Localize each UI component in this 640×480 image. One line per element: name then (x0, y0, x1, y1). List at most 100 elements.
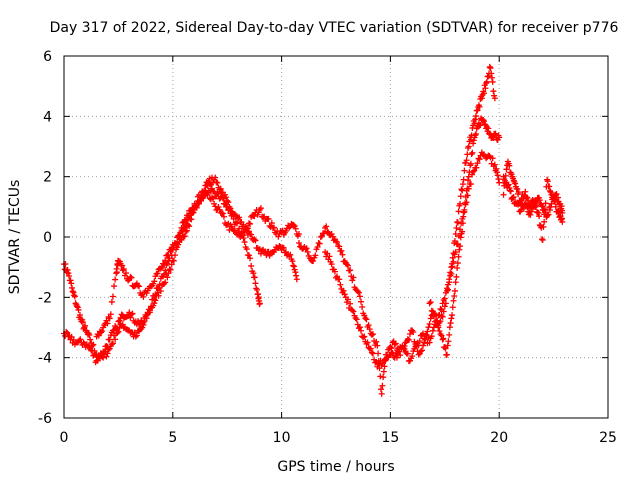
data-point-fill (146, 307, 153, 314)
data-point-fill (401, 346, 408, 353)
data-point-fill (228, 208, 235, 215)
data-point (461, 206, 468, 213)
data-point-fill (214, 179, 221, 186)
data-point-fill (524, 204, 531, 211)
data-point-fill (528, 208, 535, 215)
data-point-fill (472, 113, 479, 120)
data-point-fill (449, 263, 456, 270)
data-point-fill (270, 224, 277, 231)
data-point-fill (336, 276, 343, 283)
data-point-fill (326, 253, 333, 260)
x-tick-label: 15 (381, 430, 399, 446)
data-point-fill (118, 311, 125, 318)
data-point-fill (380, 374, 387, 381)
data-point-fill (128, 274, 135, 281)
data-point-fill (465, 177, 472, 184)
data-point (452, 279, 459, 286)
data-point-fill (368, 349, 375, 356)
data-point (217, 185, 224, 192)
data-point (165, 258, 172, 265)
data-point (448, 264, 455, 271)
data-point-fill (427, 315, 434, 322)
data-point-fill (236, 225, 243, 232)
data-point-fill (71, 293, 78, 300)
data-point-fill (107, 332, 114, 339)
data-point (367, 345, 374, 352)
data-point-fill (247, 255, 254, 262)
data-point (106, 336, 113, 343)
data-point-fill (387, 344, 394, 351)
data-point-fill (176, 232, 183, 239)
data-point-fill (365, 322, 372, 329)
data-point-fill (127, 314, 134, 321)
data-point-fill (304, 249, 311, 256)
data-point-fill (551, 197, 558, 204)
data-point (491, 161, 498, 168)
data-point-fill (107, 311, 114, 318)
data-point-fill (91, 351, 98, 358)
data-point-fill (509, 194, 516, 201)
data-point-fill (457, 234, 464, 241)
data-point-fill (334, 239, 341, 246)
data-point-fill (476, 156, 483, 163)
data-point-fill (515, 189, 522, 196)
data-point-fill (99, 328, 106, 335)
data-point (296, 240, 303, 247)
data-point-fill (545, 211, 552, 218)
data-point-fill (245, 220, 252, 227)
data-point-fill (379, 360, 386, 367)
data-point-fill (350, 308, 357, 315)
data-point-fill (482, 85, 489, 92)
data-series-trace-h (500, 173, 566, 221)
data-point-fill (136, 283, 143, 290)
data-point-fill (444, 342, 451, 349)
data-point-fill (440, 335, 447, 342)
data-point (496, 134, 503, 141)
data-point-fill (242, 223, 249, 230)
data-layer (61, 63, 566, 397)
data-point-fill (219, 210, 226, 217)
data-point-fill (182, 228, 189, 235)
data-point-fill (248, 262, 255, 269)
data-point-fill (396, 348, 403, 355)
data-point (171, 240, 178, 247)
data-point-fill (353, 316, 360, 323)
data-point-fill (339, 251, 346, 258)
data-point-fill (554, 194, 561, 201)
data-point-fill (480, 117, 487, 124)
data-point-fill (448, 270, 455, 277)
data-point (559, 209, 566, 216)
data-point-fill (434, 317, 441, 324)
data-point-fill (349, 307, 356, 314)
data-point-fill (215, 203, 222, 210)
data-point-fill (450, 258, 457, 265)
data-point-fill (245, 252, 252, 259)
data-point-fill (170, 257, 177, 264)
data-point-fill (501, 176, 508, 183)
data-point-fill (404, 336, 411, 343)
data-point-fill (418, 347, 425, 354)
data-point (535, 209, 542, 216)
data-point-fill (464, 185, 471, 192)
data-point-fill (435, 322, 442, 329)
data-point-fill (252, 280, 259, 287)
data-point-fill (455, 208, 462, 215)
data-point-fill (104, 350, 111, 357)
data-point-fill (432, 311, 439, 318)
data-series-trace-f (426, 115, 503, 358)
data-point-fill (95, 332, 102, 339)
data-point-fill (166, 266, 173, 273)
data-point-fill (471, 167, 478, 174)
data-point-fill (116, 317, 123, 324)
data-point-fill (437, 331, 444, 338)
data-point-fill (134, 282, 141, 289)
data-point-fill (151, 296, 158, 303)
data-point-fill (480, 90, 487, 97)
x-axis-label: GPS time / hours (277, 459, 394, 475)
data-point-fill (103, 353, 110, 360)
data-point (465, 143, 472, 150)
data-point (289, 258, 296, 265)
y-tick-label: -4 (38, 351, 52, 367)
data-point-fill (252, 237, 259, 244)
